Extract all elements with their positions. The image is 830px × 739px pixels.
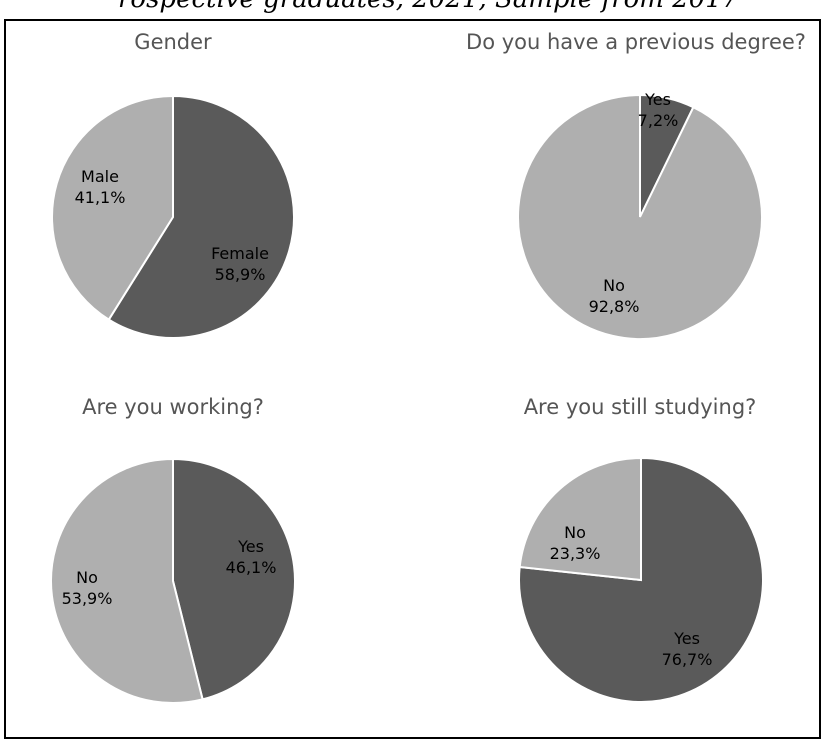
slice-percent-gender-female: 58,9%: [215, 265, 266, 284]
chart-title-studying: Are you still studying?: [523, 395, 757, 419]
slice-label-studying-yes: Yes: [673, 629, 700, 648]
slice-percent-previous-degree-no: 92,8%: [589, 297, 640, 316]
pie-slice-gender-female: [107, 94, 295, 339]
slice-percent-studying-no: 23,3%: [550, 544, 601, 563]
slice-label-working-yes: Yes: [237, 537, 264, 556]
slice-percent-gender-male: 41,1%: [75, 188, 126, 207]
pie-chart-previous-degree: Yes 7,2% No 92,8%: [517, 90, 763, 340]
slice-percent-previous-degree-yes: 7,2%: [638, 111, 679, 130]
pie-slice-studying-no: [518, 456, 642, 582]
slice-label-working-no: No: [76, 568, 98, 587]
caption-text: rospective graduates, 2021, Sample from …: [118, 0, 738, 14]
slice-label-gender-male: Male: [81, 167, 119, 186]
clipped-caption: rospective graduates, 2021, Sample from …: [0, 0, 830, 20]
slice-label-previous-degree-yes: Yes: [644, 90, 671, 109]
chart-title-gender: Gender: [134, 30, 212, 54]
chart-title-previous-degree: Do you have a previous degree?: [466, 30, 806, 54]
chart-title-working: Are you working?: [82, 395, 264, 419]
slice-label-previous-degree-no: No: [603, 276, 625, 295]
pie-chart-working: Yes 46,1% No 53,9%: [50, 457, 296, 704]
pie-slice-working-no: [50, 457, 204, 704]
slice-percent-working-no: 53,9%: [62, 589, 113, 608]
pie-chart-studying: Yes 76,7% No 23,3%: [518, 456, 764, 703]
slice-percent-studying-yes: 76,7%: [662, 650, 713, 669]
slice-label-studying-no: No: [564, 523, 586, 542]
slice-label-gender-female: Female: [211, 244, 269, 263]
pie-slice-gender-male: [51, 94, 174, 321]
pie-slice-previous-degree-no: [517, 93, 763, 340]
pie-chart-gender: Female 58,9% Male 41,1%: [51, 94, 295, 339]
slice-percent-working-yes: 46,1%: [226, 558, 277, 577]
pie-slice-working-yes: [172, 457, 296, 701]
